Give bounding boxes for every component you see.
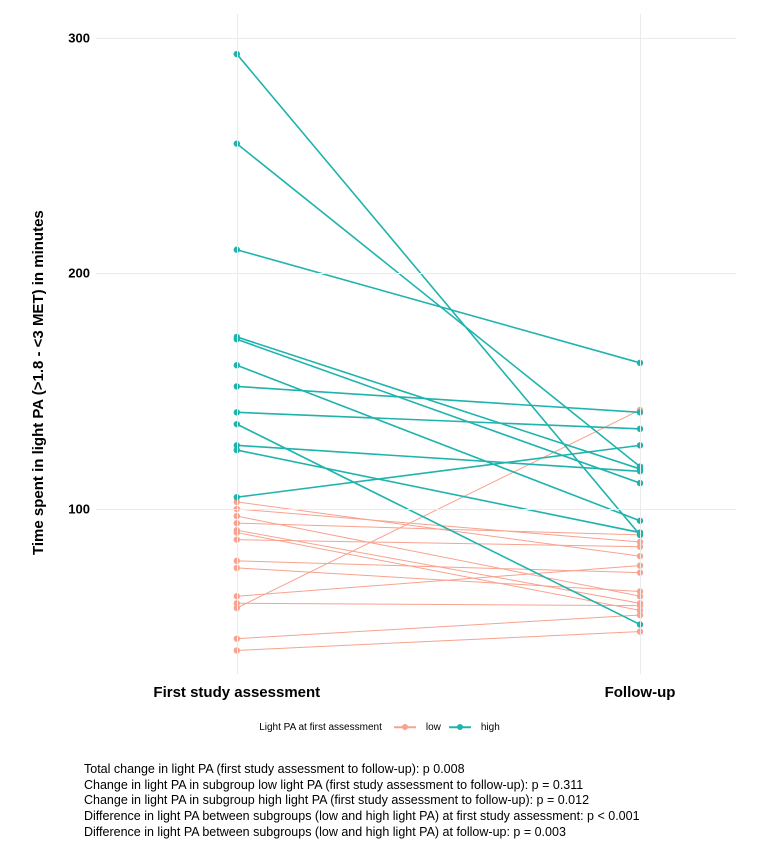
figure-container: Time spent in light PA (>1.8 - <3 MET) i… xyxy=(0,0,759,854)
series-line xyxy=(237,516,640,596)
y-axis-title: Time spent in light PA (>1.8 - <3 MET) i… xyxy=(30,210,47,555)
footnote-line: Total change in light PA (first study as… xyxy=(84,762,640,778)
series-line xyxy=(237,144,640,467)
series-line xyxy=(237,365,640,521)
footnote-line: Difference in light PA between subgroups… xyxy=(84,825,640,841)
series-line xyxy=(237,615,640,639)
footnote-block: Total change in light PA (first study as… xyxy=(84,762,640,840)
series-line xyxy=(237,603,640,605)
x-tick-label: Follow-up xyxy=(605,684,676,701)
footnote-line: Difference in light PA between subgroups… xyxy=(84,809,640,825)
footnote-line: Change in light PA in subgroup high ligh… xyxy=(84,793,640,809)
series-line xyxy=(237,386,640,412)
footnote-line: Change in light PA in subgroup low light… xyxy=(84,778,640,794)
y-tick-label: 100 xyxy=(60,502,90,517)
series-line xyxy=(237,632,640,651)
legend-swatch xyxy=(449,720,471,734)
legend-swatch xyxy=(394,720,416,734)
gridline-x xyxy=(237,14,238,674)
legend: Light PA at first assessment low high xyxy=(0,720,759,734)
series-line xyxy=(237,540,640,547)
gridline-x xyxy=(640,14,641,674)
plot-area xyxy=(96,14,736,674)
series-line xyxy=(237,566,640,597)
series-line xyxy=(237,339,640,483)
legend-label: high xyxy=(481,722,500,733)
legend-label: low xyxy=(426,722,441,733)
series-line xyxy=(237,250,640,363)
y-tick-label: 200 xyxy=(60,266,90,281)
series-line xyxy=(237,445,640,497)
x-tick-label: First study assessment xyxy=(153,684,320,701)
series-line xyxy=(237,509,640,542)
series-line xyxy=(237,412,640,429)
y-tick-label: 300 xyxy=(60,30,90,45)
legend-title: Light PA at first assessment xyxy=(259,722,382,733)
series-line xyxy=(237,561,640,573)
series-line xyxy=(237,424,640,624)
